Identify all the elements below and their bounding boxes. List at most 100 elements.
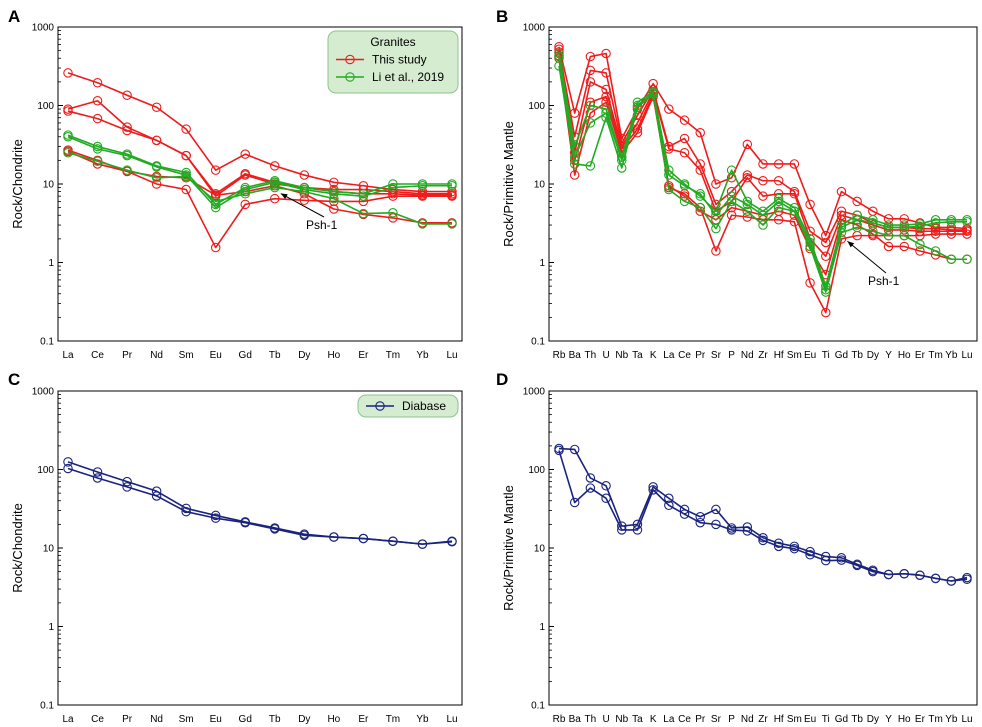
- x-tick-label: Ti: [822, 714, 830, 725]
- series-line: [558, 46, 968, 237]
- data-point: [789, 189, 800, 199]
- y-tick-label: 10: [534, 180, 546, 191]
- x-tick-label: Hf: [774, 350, 784, 361]
- x-tick-label: Zr: [758, 714, 768, 725]
- x-tick-label: Sr: [711, 350, 722, 361]
- data-point: [181, 124, 191, 134]
- data-point: [899, 230, 909, 241]
- data-point: [181, 150, 191, 161]
- data-point: [711, 246, 721, 256]
- data-point: [758, 159, 768, 169]
- data-point: [742, 212, 753, 222]
- data-point: [695, 159, 705, 169]
- x-tick-label: Ti: [822, 350, 830, 361]
- data-point: [585, 51, 596, 62]
- x-tick-label: Tb: [269, 714, 281, 725]
- data-point: [946, 226, 957, 237]
- data-point: [695, 517, 705, 528]
- data-point: [695, 127, 705, 138]
- data-point: [742, 173, 753, 183]
- y-tick-label: 1: [539, 258, 545, 269]
- data-point: [836, 553, 847, 563]
- data-point: [758, 210, 768, 220]
- x-tick-label: Rb: [553, 350, 566, 361]
- data-point: [181, 503, 191, 514]
- data-point: [585, 108, 596, 118]
- data-point: [122, 482, 132, 492]
- data-point: [632, 525, 643, 535]
- legend-swatch-marker: [375, 401, 385, 411]
- data-point: [836, 555, 847, 565]
- data-point: [181, 184, 191, 195]
- x-tick-label: Er: [915, 350, 926, 361]
- x-tick-label: Nb: [615, 350, 628, 361]
- data-point: [240, 149, 250, 159]
- data-point: [388, 536, 398, 546]
- data-point: [789, 159, 800, 169]
- data-point: [695, 512, 705, 522]
- legend-box: [357, 394, 459, 418]
- y-tick-label: 10: [43, 544, 55, 555]
- x-tick-label: Y: [885, 714, 892, 725]
- x-tick-label: U: [602, 350, 609, 361]
- data-point: [92, 77, 103, 88]
- series-line: [558, 56, 967, 291]
- data-point: [585, 100, 596, 111]
- data-point: [930, 246, 941, 256]
- data-point: [852, 220, 862, 230]
- x-tick-label: Nd: [150, 350, 163, 361]
- x-tick-label: Nd: [741, 714, 754, 725]
- data-point: [417, 539, 428, 549]
- series-line: [67, 149, 452, 249]
- x-tick-label: Gd: [239, 714, 252, 725]
- data-point: [210, 242, 221, 253]
- y-tick-label: 1000: [32, 387, 55, 398]
- data-point: [773, 538, 784, 548]
- data-point: [679, 509, 690, 519]
- x-tick-label: Zr: [758, 350, 768, 361]
- data-point: [329, 204, 339, 214]
- data-point: [122, 90, 132, 101]
- data-point: [447, 191, 457, 201]
- data-point: [758, 220, 768, 230]
- x-tick-label: Tm: [928, 714, 942, 725]
- data-point: [868, 215, 878, 225]
- x-tick-label: Tb: [851, 350, 863, 361]
- data-point: [773, 176, 784, 186]
- data-point: [601, 48, 611, 59]
- data-point: [711, 210, 721, 220]
- data-point: [92, 156, 103, 166]
- data-point: [868, 229, 878, 239]
- data-point: [758, 535, 768, 546]
- data-point: [695, 165, 705, 175]
- data-point: [868, 566, 878, 577]
- y-tick-label: 0.1: [40, 701, 54, 712]
- data-point: [664, 500, 674, 511]
- x-tick-label: Nd: [741, 350, 754, 361]
- x-tick-label: Gd: [239, 350, 252, 361]
- data-point: [664, 170, 674, 180]
- x-tick-label: Pr: [695, 350, 706, 361]
- data-point: [726, 165, 737, 175]
- panel-c: C 0.1 1 10 100 1000 Rock/Chondrite La Ce Pr Nd Sm Eu…: [8, 370, 463, 725]
- data-point: [210, 165, 221, 175]
- data-point: [181, 506, 191, 517]
- y-tick-label: 100: [528, 465, 545, 476]
- y-tick-label: 100: [37, 465, 54, 476]
- y-axis-label: Rock/Primitive Mantle: [501, 121, 516, 247]
- data-point: [836, 222, 847, 233]
- data-point: [821, 307, 831, 318]
- data-point: [569, 497, 580, 508]
- x-tick-label: K: [650, 350, 657, 361]
- data-point: [742, 139, 753, 150]
- panel-a: A 0.1 1 10 100 1000 Rock/Chondrite La Ce Pr Nd Sm Eu…: [8, 7, 463, 361]
- x-tick-label: Pr: [695, 714, 706, 725]
- data-point: [695, 191, 705, 201]
- x-tick-label: Nd: [150, 714, 163, 725]
- data-point: [679, 180, 690, 191]
- data-point: [805, 241, 815, 252]
- x-tick-label: Th: [585, 350, 597, 361]
- data-point: [151, 162, 162, 172]
- data-point: [821, 284, 831, 295]
- data-point: [711, 504, 721, 515]
